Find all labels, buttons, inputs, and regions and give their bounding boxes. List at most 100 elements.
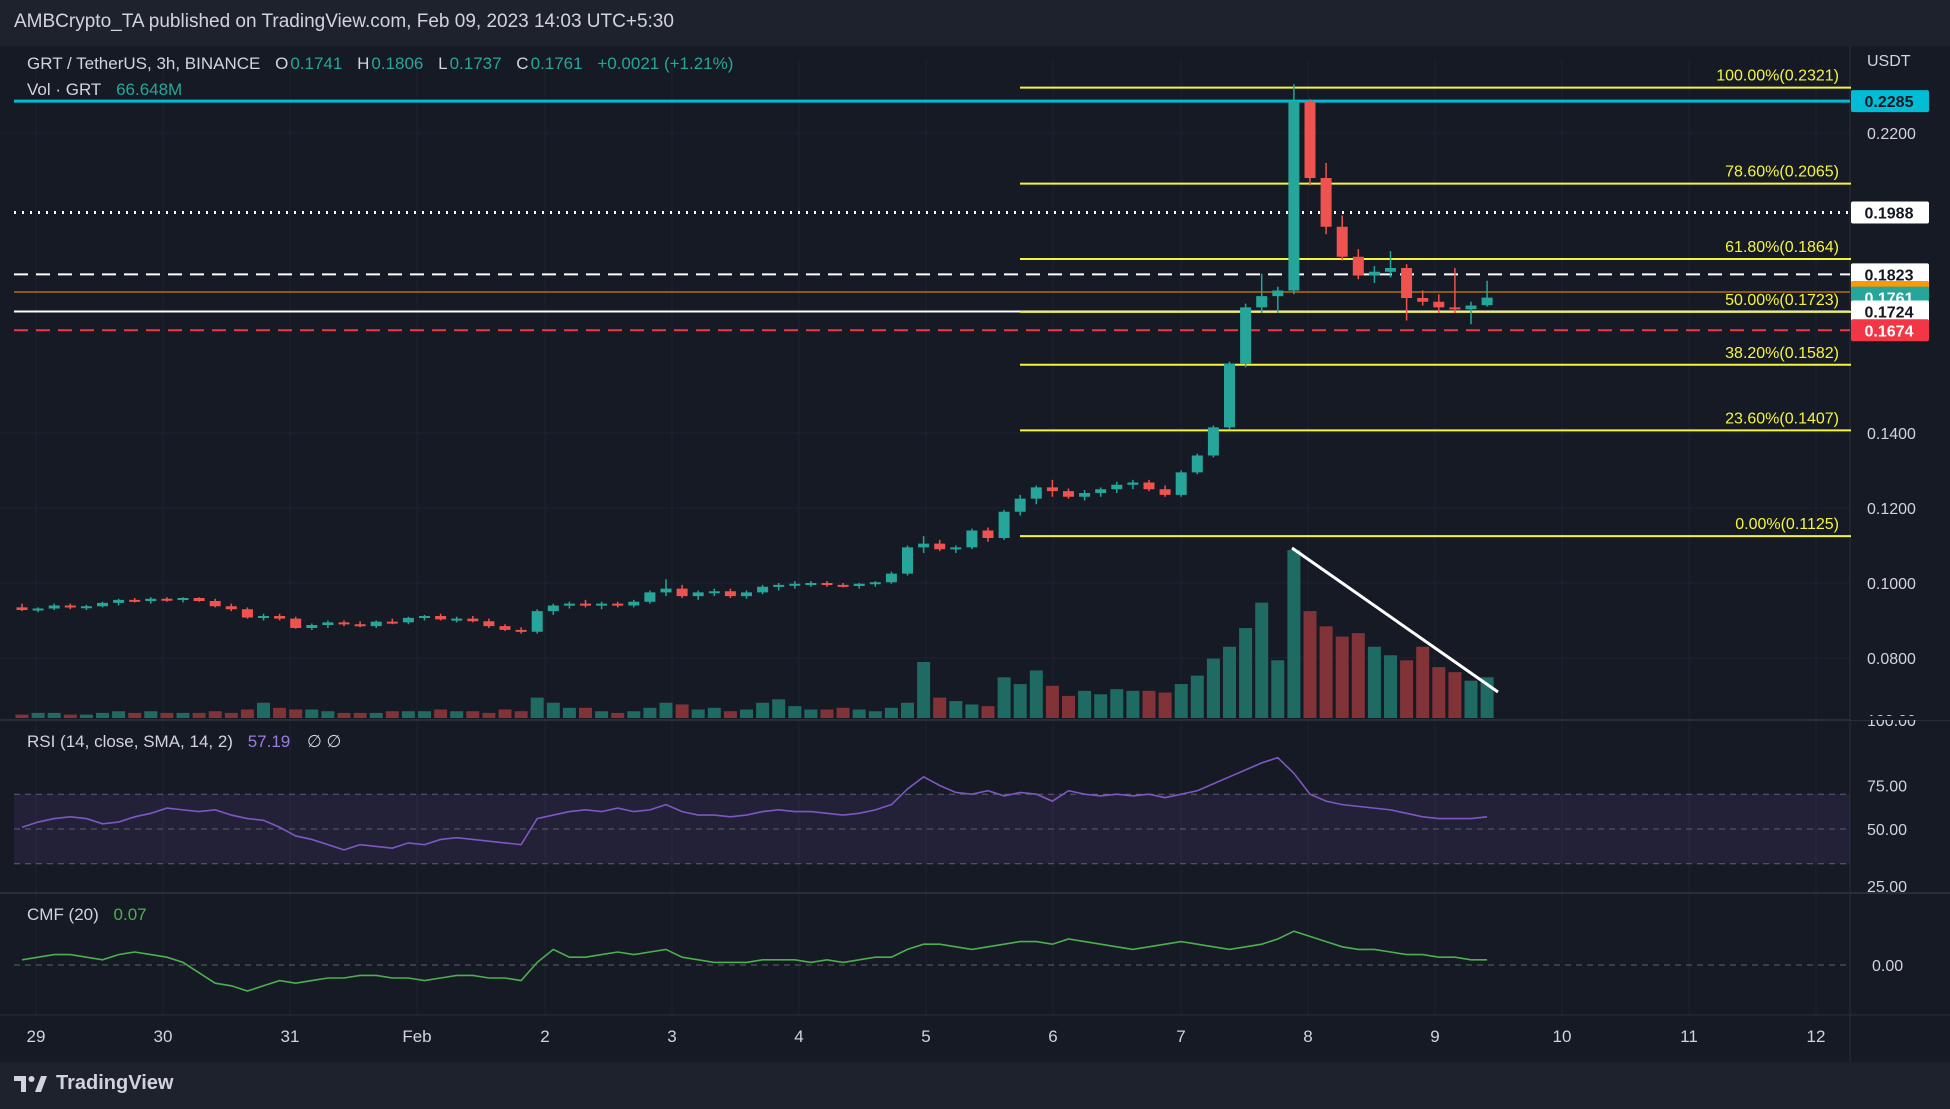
candle[interactable]: [644, 590, 656, 604]
candle[interactable]: [322, 620, 334, 629]
candle[interactable]: [1272, 286, 1284, 313]
candle[interactable]: [869, 581, 881, 587]
candle[interactable]: [934, 539, 946, 552]
candle[interactable]: [1175, 470, 1187, 497]
candle[interactable]: [435, 613, 447, 621]
symbol-label[interactable]: GRT / TetherUS, 3h, BINANCE: [27, 54, 261, 73]
cmf-label[interactable]: CMF (20): [27, 905, 99, 924]
candle[interactable]: [306, 623, 318, 630]
candle[interactable]: [1159, 485, 1171, 497]
candle[interactable]: [1240, 303, 1252, 368]
candle[interactable]: [499, 624, 511, 631]
rsi-label[interactable]: RSI (14, close, SMA, 14, 2): [27, 732, 233, 751]
candle[interactable]: [757, 584, 769, 595]
candle[interactable]: [113, 598, 125, 606]
candle[interactable]: [48, 603, 60, 610]
price-lines[interactable]: [14, 99, 1850, 332]
candle[interactable]: [821, 581, 833, 587]
candle[interactable]: [580, 599, 591, 608]
candle[interactable]: [692, 590, 704, 600]
candle[interactable]: [483, 618, 495, 628]
candle[interactable]: [1014, 494, 1026, 516]
candle[interactable]: [290, 616, 302, 629]
candle[interactable]: [998, 509, 1010, 540]
candle[interactable]: [885, 571, 897, 584]
candle[interactable]: [1224, 361, 1235, 430]
cmf-line[interactable]: [21, 930, 1488, 992]
fibonacci-retracement[interactable]: 100.00%(0.2321) 78.60%(0.2065) 61.80%(0.18…: [1020, 68, 1851, 538]
candle[interactable]: [1256, 273, 1268, 313]
candle[interactable]: [1368, 266, 1380, 283]
candle[interactable]: [161, 597, 173, 602]
candle[interactable]: [354, 621, 366, 628]
candle[interactable]: [1063, 488, 1074, 499]
candle[interactable]: [676, 584, 688, 598]
chart-canvas[interactable]: 100.00%(0.2321) 78.60%(0.2065) 61.80%(0.18…: [0, 46, 1950, 1062]
candle[interactable]: [563, 601, 575, 609]
candle[interactable]: [97, 601, 108, 608]
candle[interactable]: [338, 620, 350, 627]
candle[interactable]: [982, 527, 994, 542]
candle[interactable]: [193, 597, 205, 602]
candle[interactable]: [531, 609, 543, 634]
candle[interactable]: [724, 588, 736, 598]
time-axis[interactable]: 29 30 31 Feb 2 3 4 5 6 7 8 9 10 11 12: [0, 1014, 1950, 1046]
candle[interactable]: [386, 618, 398, 625]
volume-label[interactable]: Vol · GRT: [27, 80, 102, 99]
candle[interactable]: [1417, 290, 1429, 306]
candle[interactable]: [1111, 481, 1123, 493]
candle[interactable]: [1127, 479, 1139, 490]
price-axis[interactable]: USDT 0.2200 0.1400 0.1200 0.1000 0.0800 0.2285…: [1851, 53, 1950, 975]
price-tag[interactable]: 0.2285: [1851, 90, 1929, 113]
candle[interactable]: [741, 590, 752, 599]
candle[interactable]: [1288, 84, 1300, 295]
price-tag[interactable]: 0.1988: [1851, 201, 1929, 224]
price-tag[interactable]: 0.1823: [1851, 263, 1929, 286]
candle[interactable]: [902, 545, 913, 576]
candle[interactable]: [853, 583, 865, 589]
candle[interactable]: [274, 613, 286, 621]
candle[interactable]: [1304, 99, 1316, 186]
candle[interactable]: [1207, 425, 1219, 458]
candle[interactable]: [628, 599, 640, 608]
candle[interactable]: [708, 588, 720, 597]
candle[interactable]: [370, 620, 382, 629]
cmf-pane[interactable]: [14, 930, 1850, 992]
candle[interactable]: [145, 597, 157, 604]
candle[interactable]: [1449, 268, 1461, 313]
candle[interactable]: [1191, 453, 1203, 475]
price-tag[interactable]: 0.1674: [1851, 319, 1929, 342]
candle[interactable]: [225, 603, 237, 612]
candle[interactable]: [1465, 301, 1477, 325]
candle[interactable]: [918, 536, 930, 553]
candle[interactable]: [1095, 487, 1107, 497]
candle[interactable]: [1336, 215, 1348, 261]
candle[interactable]: [1030, 485, 1042, 505]
candle[interactable]: [950, 545, 962, 554]
candle[interactable]: [1433, 294, 1445, 313]
candle[interactable]: [1401, 264, 1413, 321]
candle[interactable]: [515, 627, 527, 634]
candle[interactable]: [129, 598, 141, 603]
candle[interactable]: [467, 616, 479, 623]
candle[interactable]: [660, 579, 672, 597]
candle[interactable]: [1079, 490, 1091, 501]
candle[interactable]: [789, 581, 801, 589]
candle[interactable]: [966, 528, 978, 550]
tradingview-brand[interactable]: TradingView: [14, 1072, 173, 1095]
candlesticks[interactable]: [16, 84, 1493, 634]
candle[interactable]: [1046, 479, 1058, 497]
candle[interactable]: [1481, 280, 1493, 307]
candle[interactable]: [612, 601, 624, 608]
candle[interactable]: [209, 598, 221, 608]
candle[interactable]: [1352, 249, 1364, 280]
candle[interactable]: [177, 597, 189, 603]
candle[interactable]: [1143, 479, 1155, 492]
candle[interactable]: [419, 614, 430, 621]
candle[interactable]: [1385, 251, 1396, 278]
rsi-pane[interactable]: [14, 756, 1850, 865]
candle[interactable]: [402, 616, 414, 625]
candle[interactable]: [837, 583, 849, 588]
candle[interactable]: [773, 583, 785, 591]
candle[interactable]: [547, 603, 559, 615]
